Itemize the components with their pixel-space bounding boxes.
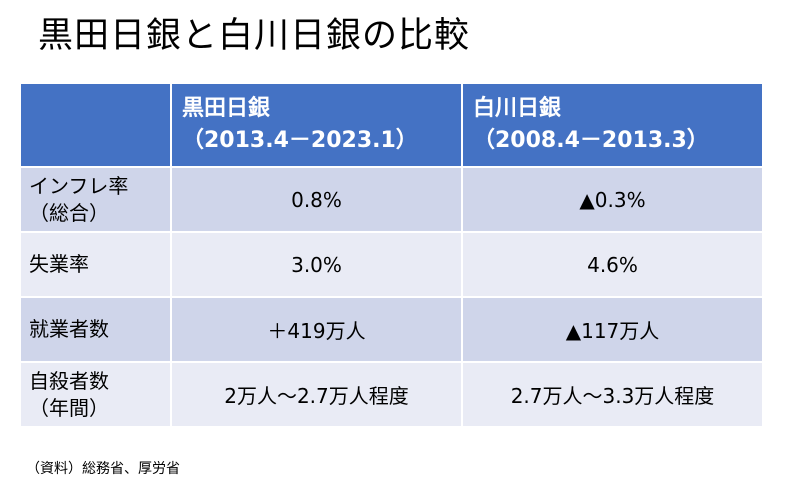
row-label: インフレ率 （総合） xyxy=(19,166,172,233)
cell-kuroda: ＋419万人 xyxy=(170,296,463,363)
header-kuroda-name: 黒田日銀 xyxy=(182,96,271,121)
header-kuroda-period: （2013.4－2023.1） xyxy=(182,128,418,153)
row-label-line2: （年間） xyxy=(29,395,109,420)
row-label-line1: インフレ率 xyxy=(29,173,129,198)
table-row-suicides: 自殺者数 （年間） 2万人～2.7万人程度 2.7万人～3.3万人程度 xyxy=(19,361,764,428)
table-row-unemployment: 失業率 3.0% 4.6% xyxy=(19,231,764,298)
row-label: 自殺者数 （年間） xyxy=(19,361,172,428)
page-title: 黒田日銀と白川日銀の比較 xyxy=(38,16,471,56)
cell-kuroda: 3.0% xyxy=(170,231,463,298)
table-row-inflation: インフレ率 （総合） 0.8% ▲0.3% xyxy=(19,166,764,233)
row-label-line1: 自殺者数 xyxy=(29,368,109,393)
comparison-table: 黒田日銀 （2013.4－2023.1） 白川日銀 （2008.4－2013.3… xyxy=(19,82,764,428)
header-shirakawa-name: 白川日銀 xyxy=(473,96,562,121)
header-shirakawa-period: （2008.4－2013.3） xyxy=(473,128,709,153)
row-label: 失業率 xyxy=(19,231,172,298)
row-label-line1: 就業者数 xyxy=(29,317,109,341)
cell-kuroda: 2万人～2.7万人程度 xyxy=(170,361,463,428)
cell-kuroda: 0.8% xyxy=(170,166,463,233)
header-empty-cell xyxy=(19,82,172,168)
header-row: 黒田日銀 （2013.4－2023.1） 白川日銀 （2008.4－2013.3… xyxy=(19,82,764,168)
cell-shirakawa: ▲0.3% xyxy=(461,166,764,233)
row-label-line1: 失業率 xyxy=(29,252,89,276)
row-label-line2: （総合） xyxy=(29,200,109,225)
table-row-employment: 就業者数 ＋419万人 ▲117万人 xyxy=(19,296,764,363)
cell-shirakawa: ▲117万人 xyxy=(461,296,764,363)
source-note: （資料）総務省、厚労省 xyxy=(26,461,180,477)
header-shirakawa: 白川日銀 （2008.4－2013.3） xyxy=(461,82,764,168)
header-kuroda: 黒田日銀 （2013.4－2023.1） xyxy=(170,82,463,168)
cell-shirakawa: 2.7万人～3.3万人程度 xyxy=(461,361,764,428)
cell-shirakawa: 4.6% xyxy=(461,231,764,298)
row-label: 就業者数 xyxy=(19,296,172,363)
